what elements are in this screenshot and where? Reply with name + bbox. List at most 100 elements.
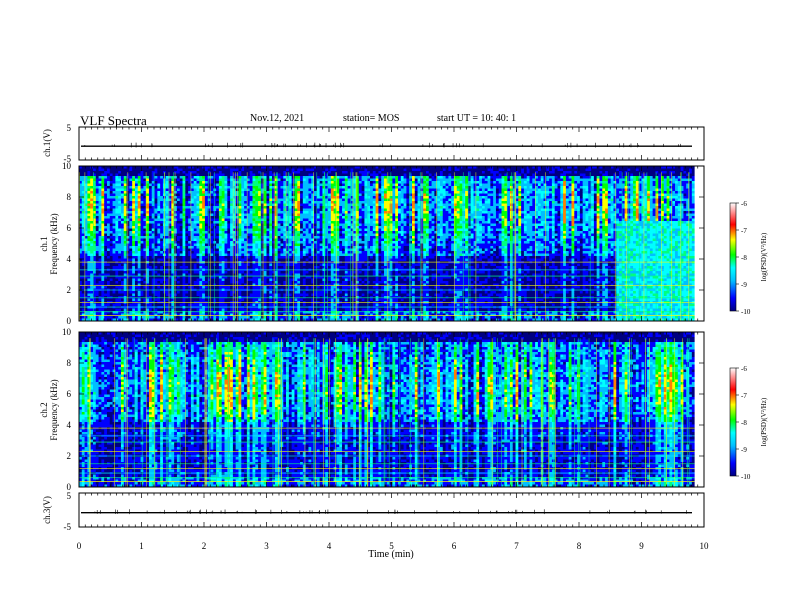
spectrogram-cell bbox=[227, 179, 230, 182]
spectrogram-cell bbox=[171, 271, 174, 274]
spectrogram-cell bbox=[124, 206, 127, 209]
spectrogram-cell bbox=[177, 204, 180, 207]
spectrogram-cell bbox=[292, 211, 295, 214]
spectrogram-cell bbox=[211, 264, 214, 267]
spectrogram-cell bbox=[269, 241, 272, 244]
spectrogram-cell bbox=[255, 211, 258, 214]
spectrogram-cell bbox=[205, 316, 208, 319]
spectrogram-cell bbox=[110, 219, 113, 222]
spectrogram-cell bbox=[250, 291, 253, 294]
spectrogram-cell bbox=[191, 199, 194, 202]
spectrogram-cell bbox=[191, 214, 194, 217]
spectrogram-cell bbox=[280, 184, 283, 187]
spectrogram-cell bbox=[149, 246, 152, 249]
spectrogram-cell bbox=[185, 191, 188, 194]
spectrogram-cell bbox=[149, 211, 152, 214]
spectrogram-cell bbox=[155, 229, 158, 232]
spectrogram-cell bbox=[107, 249, 110, 252]
spectrogram-cell bbox=[227, 246, 230, 249]
spectrogram-cell bbox=[132, 309, 135, 312]
spectrogram-cell bbox=[264, 271, 267, 274]
spectrogram-cell bbox=[261, 201, 264, 204]
spectrogram-cell bbox=[205, 181, 208, 184]
spectrogram-cell bbox=[250, 201, 253, 204]
spectrogram-cell bbox=[230, 304, 233, 307]
spectrogram-cell bbox=[252, 199, 255, 202]
spectrogram-cell bbox=[194, 309, 197, 312]
spectrogram-cell bbox=[101, 226, 104, 229]
spectrogram-cell bbox=[250, 251, 253, 254]
spectrogram-cell bbox=[219, 211, 222, 214]
spectrogram-cell bbox=[292, 234, 295, 237]
spectrogram-cell bbox=[244, 189, 247, 192]
spectrogram-cell bbox=[227, 214, 230, 217]
spectrogram-cell bbox=[227, 271, 230, 274]
spectrogram-cell bbox=[297, 249, 300, 252]
spectrogram-cell bbox=[244, 316, 247, 319]
spectrogram-cell bbox=[280, 266, 283, 269]
spectrogram-cell bbox=[124, 306, 127, 309]
spectrogram-cell bbox=[138, 244, 141, 247]
spectrogram-cell bbox=[219, 171, 222, 174]
spectrogram-cell bbox=[180, 266, 183, 269]
spectrogram-cell bbox=[255, 271, 258, 274]
spectrogram-cell bbox=[241, 266, 244, 269]
spectrogram-cell bbox=[174, 174, 177, 177]
spectrogram-cell bbox=[99, 216, 102, 219]
spectrogram-cell bbox=[297, 279, 300, 282]
spectrogram-cell bbox=[129, 244, 132, 247]
spectrogram-cell bbox=[183, 304, 186, 307]
spectrogram-cell bbox=[199, 241, 202, 244]
spectrogram-cell bbox=[96, 246, 99, 249]
spectrogram-cell bbox=[255, 259, 258, 262]
spectrogram-cell bbox=[160, 201, 163, 204]
spectrogram-cell bbox=[157, 199, 160, 202]
spectrogram-cell bbox=[292, 304, 295, 307]
spectrogram-cell bbox=[107, 264, 110, 267]
spectrogram-cell bbox=[110, 306, 113, 309]
spectrogram-cell bbox=[278, 259, 281, 262]
spectrogram-cell bbox=[132, 184, 135, 187]
spectrogram-cell bbox=[113, 286, 116, 289]
spectrogram-cell bbox=[96, 216, 99, 219]
spectrogram-cell bbox=[241, 219, 244, 222]
spectrogram-cell bbox=[185, 184, 188, 187]
spectrogram-cell bbox=[135, 224, 138, 227]
spectrogram-cell bbox=[152, 226, 155, 229]
spectrogram-cell bbox=[115, 184, 118, 187]
spectrogram-cell bbox=[191, 241, 194, 244]
spectrogram-cell bbox=[138, 214, 141, 217]
spectrogram-cell bbox=[87, 191, 90, 194]
spectrogram-cell bbox=[216, 206, 219, 209]
spectrogram-cell bbox=[87, 196, 90, 199]
spectrogram-cell bbox=[155, 256, 158, 259]
spectrogram-cell bbox=[197, 286, 200, 289]
spectrogram-cell bbox=[149, 186, 152, 189]
spectrogram-cell bbox=[202, 206, 205, 209]
spectrogram-cell bbox=[113, 209, 116, 212]
spectrogram-cell bbox=[244, 184, 247, 187]
spectrogram-cell bbox=[194, 226, 197, 229]
spectrogram-cell bbox=[149, 209, 152, 212]
spectrogram-cell bbox=[222, 206, 225, 209]
spectrogram-cell bbox=[241, 171, 244, 174]
spectrogram-cell bbox=[261, 256, 264, 259]
spectrogram-cell bbox=[239, 196, 242, 199]
spectrogram-cell bbox=[250, 286, 253, 289]
spectrogram-cell bbox=[289, 224, 292, 227]
spectrogram-cell bbox=[183, 176, 186, 179]
spectrogram-cell bbox=[152, 264, 155, 267]
spectrogram-cell bbox=[230, 256, 233, 259]
spectrogram-cell bbox=[160, 199, 163, 202]
spectrogram-cell bbox=[191, 179, 194, 182]
spectrogram-cell bbox=[177, 219, 180, 222]
spectrogram-cell bbox=[289, 251, 292, 254]
spectrogram-cell bbox=[289, 304, 292, 307]
ch1-ylabel: ch.1(V) bbox=[42, 129, 52, 157]
spectrogram-cell bbox=[278, 181, 281, 184]
spectrogram-cell bbox=[157, 271, 160, 274]
spectrogram-cell bbox=[152, 219, 155, 222]
spectrogram-cell bbox=[99, 179, 102, 182]
spectrogram-cell bbox=[146, 266, 149, 269]
spectrogram-cell bbox=[185, 211, 188, 214]
